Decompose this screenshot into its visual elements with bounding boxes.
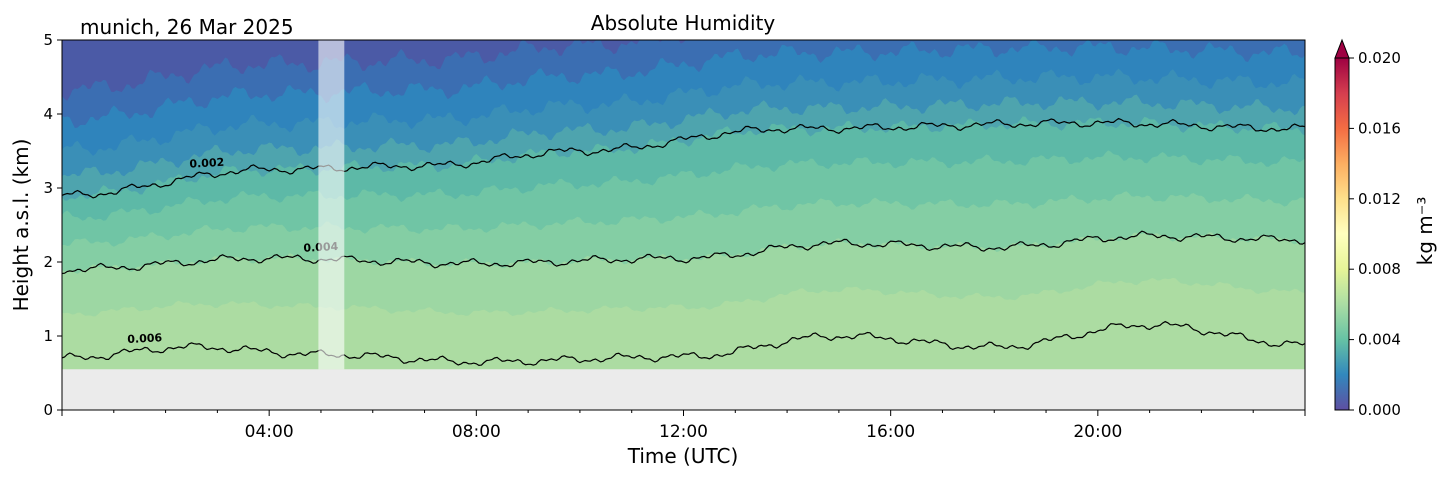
contour-label: 0.002 — [189, 156, 224, 171]
data-gap-overlay — [318, 40, 345, 370]
location-date-label: munich, 26 Mar 2025 — [80, 15, 294, 39]
y-tick-label: 1 — [43, 327, 53, 345]
colorbar-extend-arrow — [1334, 38, 1350, 59]
x-tick-label: 12:00 — [659, 422, 708, 442]
contour-line-0.004 — [62, 230, 1305, 275]
x-tick-label: 08:00 — [452, 422, 501, 442]
x-tick-label: 04:00 — [245, 422, 294, 442]
colorbar-label: kg m⁻³ — [1413, 197, 1437, 266]
x-axis-label: Time (UTC) — [627, 444, 739, 468]
humidity-bands — [62, 40, 1305, 370]
contour-line-0.006 — [62, 320, 1305, 367]
chart-title: Absolute Humidity — [591, 11, 776, 35]
colorbar-tick-label: 0.016 — [1358, 119, 1401, 137]
y-tick-label: 2 — [43, 253, 53, 271]
y-tick-label: 3 — [43, 179, 53, 197]
contour-label: 0.006 — [127, 331, 163, 346]
x-axis: 04:00 08:00 12:00 16:00 20:00 — [61, 410, 1306, 442]
y-tick-label: 5 — [43, 31, 53, 49]
y-tick-label: 4 — [43, 105, 53, 123]
colorbar-gradient — [1335, 58, 1349, 410]
humidity-band — [62, 40, 1305, 101]
colorbar-tick-label: 0.004 — [1358, 331, 1401, 349]
colorbar: 0.000 0.004 0.008 0.012 0.016 0.020 — [1334, 38, 1401, 419]
y-tick-label: 0 — [43, 401, 53, 419]
colorbar-tick-label: 0.012 — [1358, 190, 1401, 208]
colorbar-tick-label: 0.008 — [1358, 260, 1401, 278]
x-tick-label: 16:00 — [866, 422, 915, 442]
colorbar-frame — [1334, 57, 1350, 411]
colorbar-tick-label: 0.000 — [1358, 401, 1401, 419]
colorbar-tick-label: 0.020 — [1358, 49, 1401, 67]
contour-line-0.002 — [62, 117, 1305, 199]
y-axis-label: Height a.s.l. (km) — [9, 139, 33, 312]
x-tick-label: 20:00 — [1073, 422, 1122, 442]
y-axis: 0 1 2 3 4 5 — [43, 31, 62, 419]
